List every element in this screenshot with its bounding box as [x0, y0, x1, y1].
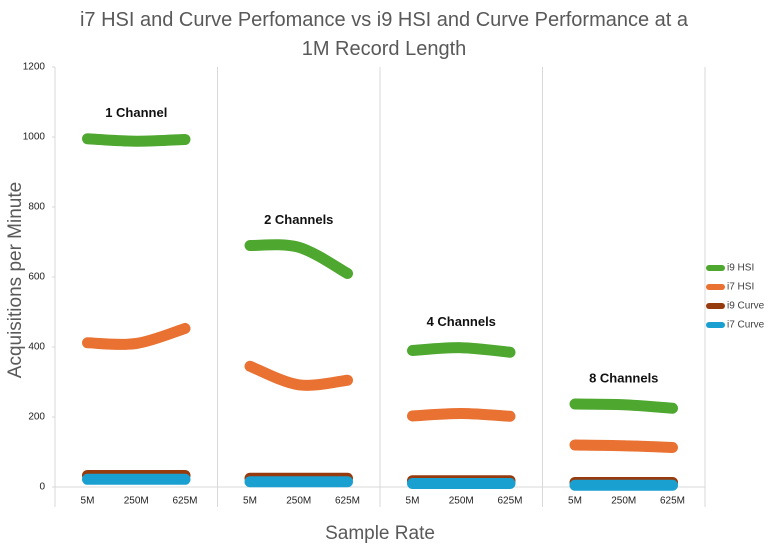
y-tick-label: 200	[28, 412, 45, 423]
x-tick-label: 250M	[611, 496, 636, 507]
x-tick-label: 5M	[406, 496, 420, 507]
x-tick-label: 250M	[286, 496, 311, 507]
x-tick-label: 625M	[497, 496, 522, 507]
legend-label: i9 Curve	[727, 301, 765, 312]
y-tick-label: 400	[28, 342, 45, 353]
y-tick-label: 0	[39, 482, 45, 493]
chart-title: i7 HSI and Curve Perfomance vs i9 HSI an…	[79, 9, 689, 60]
x-tick-label: 625M	[172, 496, 197, 507]
legend-label: i7 Curve	[727, 320, 765, 331]
y-tick-label: 1000	[23, 132, 46, 143]
group-label: 2 Channels	[264, 212, 333, 227]
x-tick-label: 5M	[243, 496, 257, 507]
group-label: 8 Channels	[589, 370, 658, 385]
series-line	[569, 398, 678, 414]
group-label: 4 Channels	[427, 314, 496, 329]
y-tick-label: 1200	[23, 62, 46, 73]
y-tick-label: 600	[28, 272, 45, 283]
legend-label: i9 HSI	[727, 263, 754, 274]
x-tick-label: 250M	[449, 496, 474, 507]
series-line	[244, 239, 353, 279]
series-line	[82, 133, 191, 147]
x-tick-label: 250M	[124, 496, 149, 507]
y-axis-label: Acquisitions per Minute	[5, 182, 26, 378]
series-line	[82, 322, 191, 350]
y-tick-label: 800	[28, 202, 45, 213]
x-tick-label: 625M	[335, 496, 360, 507]
x-tick-label: 5M	[568, 496, 582, 507]
series-line	[569, 439, 678, 453]
legend-label: i7 HSI	[727, 282, 754, 293]
series-line	[244, 360, 353, 391]
series-line	[407, 407, 516, 422]
series-line	[407, 342, 516, 358]
x-tick-label: 5M	[81, 496, 95, 507]
x-axis-label: Sample Rate	[325, 523, 435, 544]
x-tick-label: 625M	[660, 496, 685, 507]
group-label: 1 Channel	[105, 105, 167, 120]
